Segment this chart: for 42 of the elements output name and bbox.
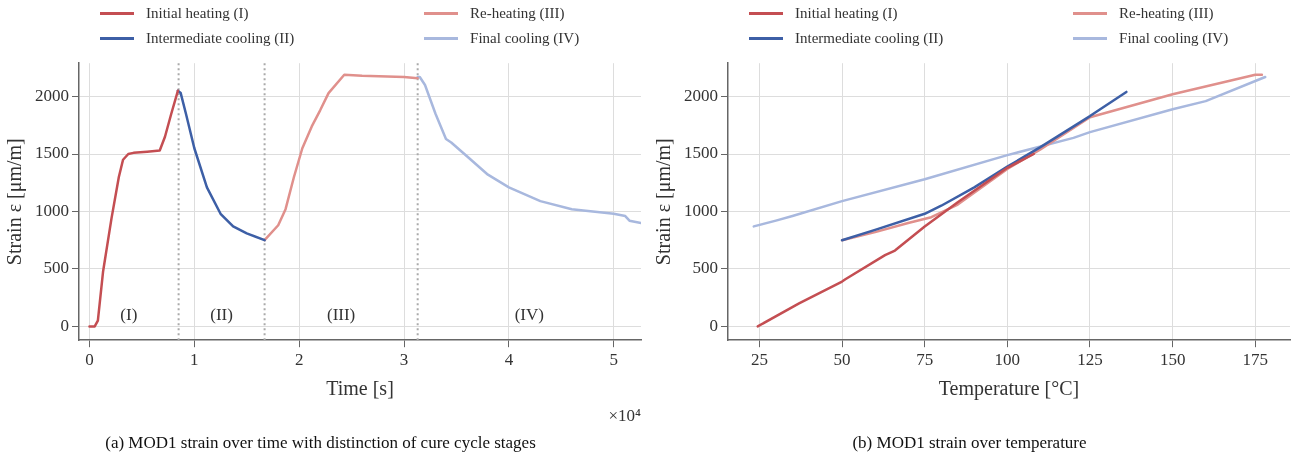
x-tick-label: 2 [294,349,304,369]
y-tick-label: 2000 [684,86,718,105]
legend-label: Intermediate cooling (II) [795,30,944,47]
text: (a) MOD1 strain over time with distinction of cure cycle stages [105,433,536,453]
y-tick-label: 1000 [35,200,69,220]
y-tick-label: 1000 [684,200,718,220]
text: ×10⁴ [608,405,642,425]
annotation: (I) [120,305,138,325]
x-tick-label: 4 [504,349,514,369]
annotation: (IV) [514,305,544,325]
x-tick-label: 1 [190,349,199,369]
y-tick-label: 0 [709,315,718,335]
x-tick-label: 5 [609,349,618,369]
x-tick-label: 50 [833,349,851,369]
legend-label: Initial heating (I) [795,5,898,22]
legend-label: Re-heating (III) [1119,5,1214,22]
annotation: (III) [326,305,356,325]
y-tick-label: 1500 [684,143,718,163]
legend-label: Re-heating (III) [470,5,565,22]
y-tick-label: 1500 [35,143,69,163]
x-tick-label: 100 [994,349,1021,369]
y-axis-title: Strain ε [μm/m] [652,138,676,266]
x-tick-label: 75 [916,349,934,369]
x-axis-title: Time [s] [326,376,394,399]
x-tick-label: 175 [1242,349,1269,369]
x-axis-title: Temperature [°C] [938,376,1080,400]
y-tick-label: 0 [60,315,69,335]
legend-label: Final cooling (IV) [1119,30,1229,47]
y-axis-title: Strain ε [μm/m] [3,138,27,266]
y-tick-label: 2000 [35,86,69,105]
text: (b) MOD1 strain over temperature [852,433,1087,453]
legend-label: Initial heating (I) [146,5,249,22]
annotation: (II) [210,305,233,325]
x-tick-label: 25 [750,349,768,369]
legend-label: Final cooling (IV) [470,30,580,47]
x-tick-label: 125 [1077,349,1103,369]
y-tick-label: 500 [692,258,718,278]
x-tick-label: 150 [1159,349,1186,369]
legend-label: Intermediate cooling (II) [146,30,295,47]
x-tick-label: 0 [85,349,94,369]
y-tick-label: 500 [43,258,69,278]
x-tick-label: 3 [399,349,409,369]
